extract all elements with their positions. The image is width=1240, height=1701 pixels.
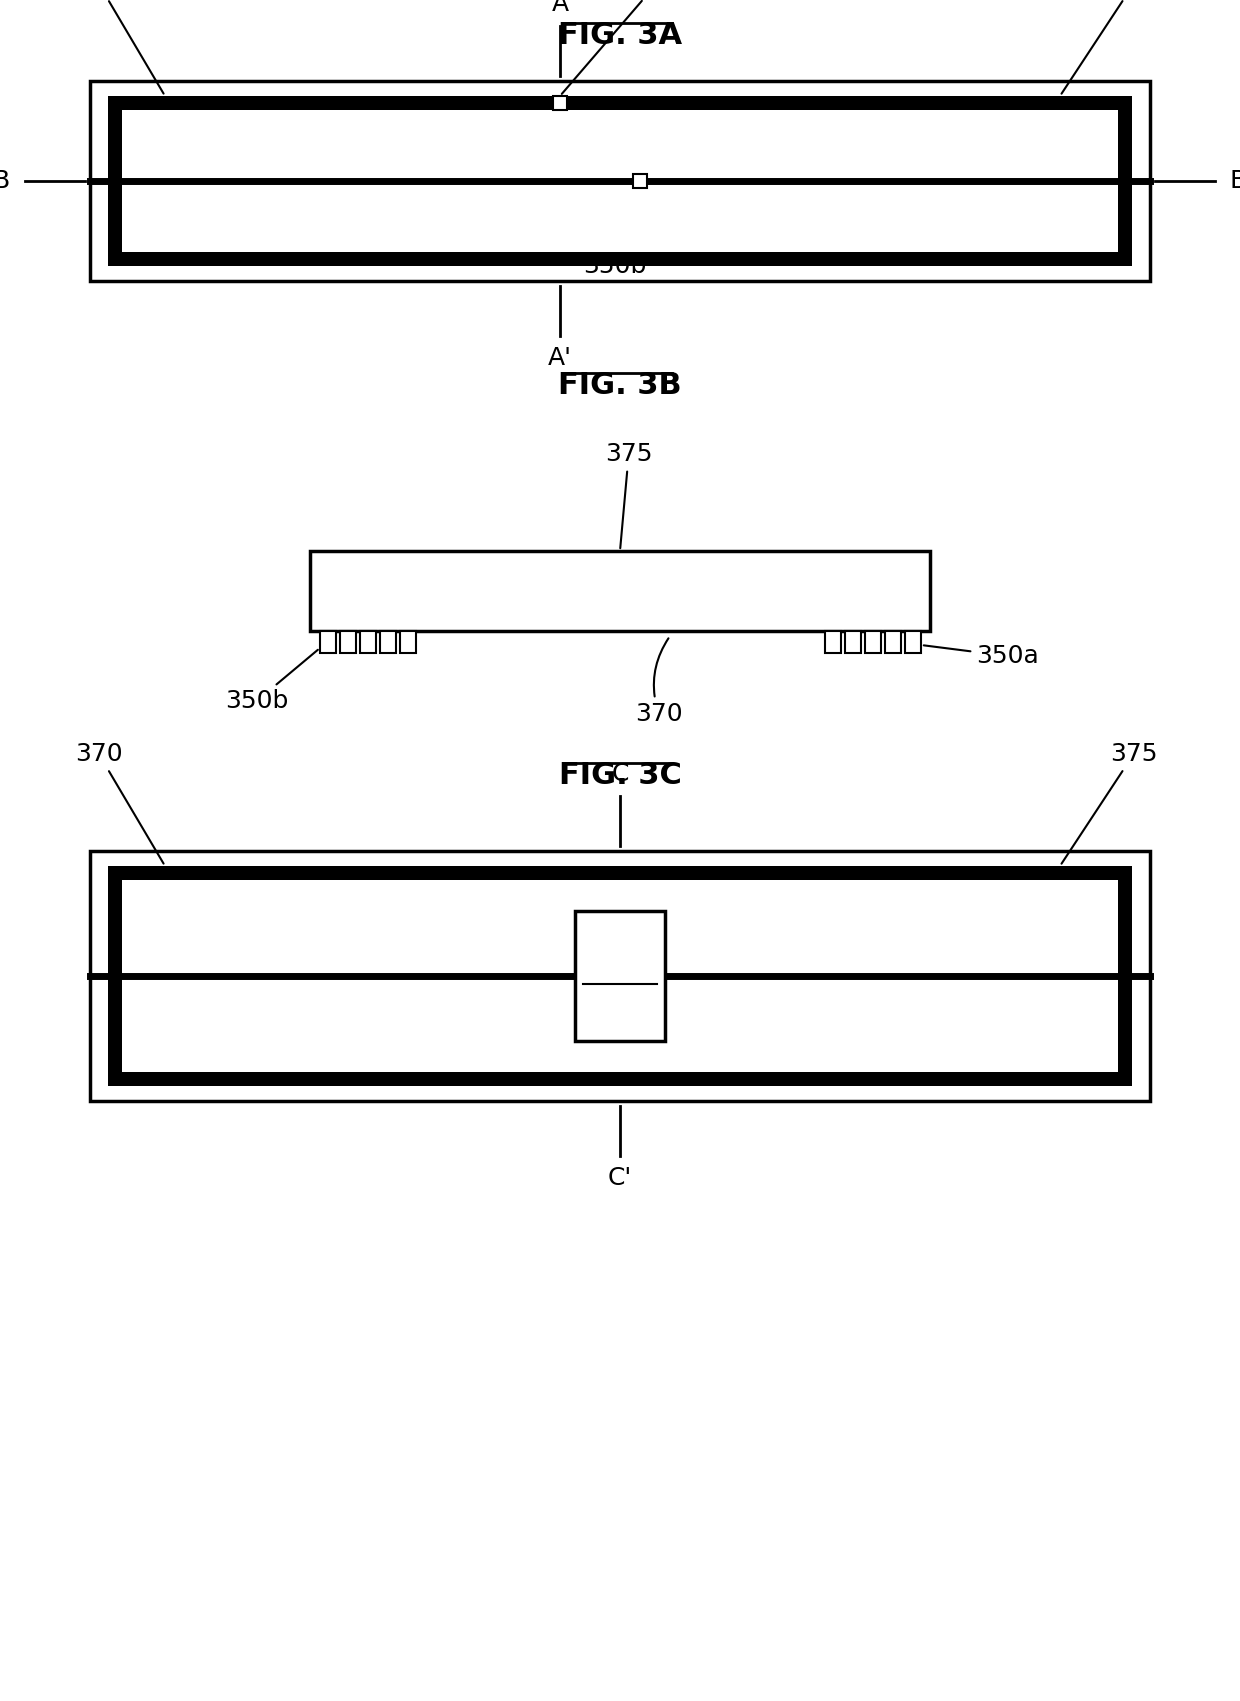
Bar [632, 174, 647, 189]
Bar [130, 888, 1110, 1065]
Bar [122, 879, 1118, 1072]
Bar [108, 866, 1132, 1085]
Bar [188, 175, 1052, 185]
Text: A': A' [548, 345, 572, 371]
Bar [166, 924, 1074, 1027]
Text: 350b: 350b [583, 191, 646, 277]
Bar [153, 139, 1087, 223]
Bar [108, 95, 1132, 265]
Bar [174, 162, 1066, 201]
Bar [379, 631, 396, 653]
Bar [575, 912, 665, 1041]
Text: 375: 375 [1061, 0, 1157, 94]
Text: 210: 210 [596, 959, 644, 983]
Bar [320, 631, 336, 653]
Bar [310, 551, 930, 631]
Text: 350a: 350a [924, 645, 1039, 668]
Text: C: C [611, 762, 629, 786]
Text: 350b: 350b [224, 650, 317, 713]
Bar [122, 111, 1118, 252]
Bar [144, 902, 1096, 1050]
Bar [885, 631, 901, 653]
Text: FIG. 3B: FIG. 3B [558, 371, 682, 400]
Bar [401, 631, 415, 653]
Text: A: A [552, 0, 569, 15]
Text: C': C' [608, 1165, 632, 1191]
Bar [844, 631, 861, 653]
Text: FIG. 3C: FIG. 3C [558, 760, 682, 789]
Text: B': B' [1230, 168, 1240, 192]
Text: B: B [0, 168, 10, 192]
Bar [866, 631, 880, 653]
Bar [144, 133, 1096, 230]
Text: 370: 370 [74, 0, 164, 94]
Bar [130, 117, 1110, 243]
Text: 375: 375 [605, 442, 652, 548]
Text: 350a: 350a [562, 0, 688, 94]
Bar [825, 631, 841, 653]
Bar [905, 631, 921, 653]
Bar [188, 946, 1052, 1005]
Text: 370: 370 [635, 638, 683, 726]
Bar [360, 631, 376, 653]
Text: 375: 375 [1061, 742, 1157, 864]
Bar [153, 910, 1087, 1043]
Text: FIG. 3A: FIG. 3A [558, 20, 682, 49]
Bar [174, 932, 1066, 1021]
Text: 370: 370 [74, 742, 164, 864]
Bar [553, 95, 567, 111]
Bar [91, 82, 1149, 281]
Bar [340, 631, 356, 653]
Bar [91, 850, 1149, 1101]
Bar [166, 155, 1074, 208]
